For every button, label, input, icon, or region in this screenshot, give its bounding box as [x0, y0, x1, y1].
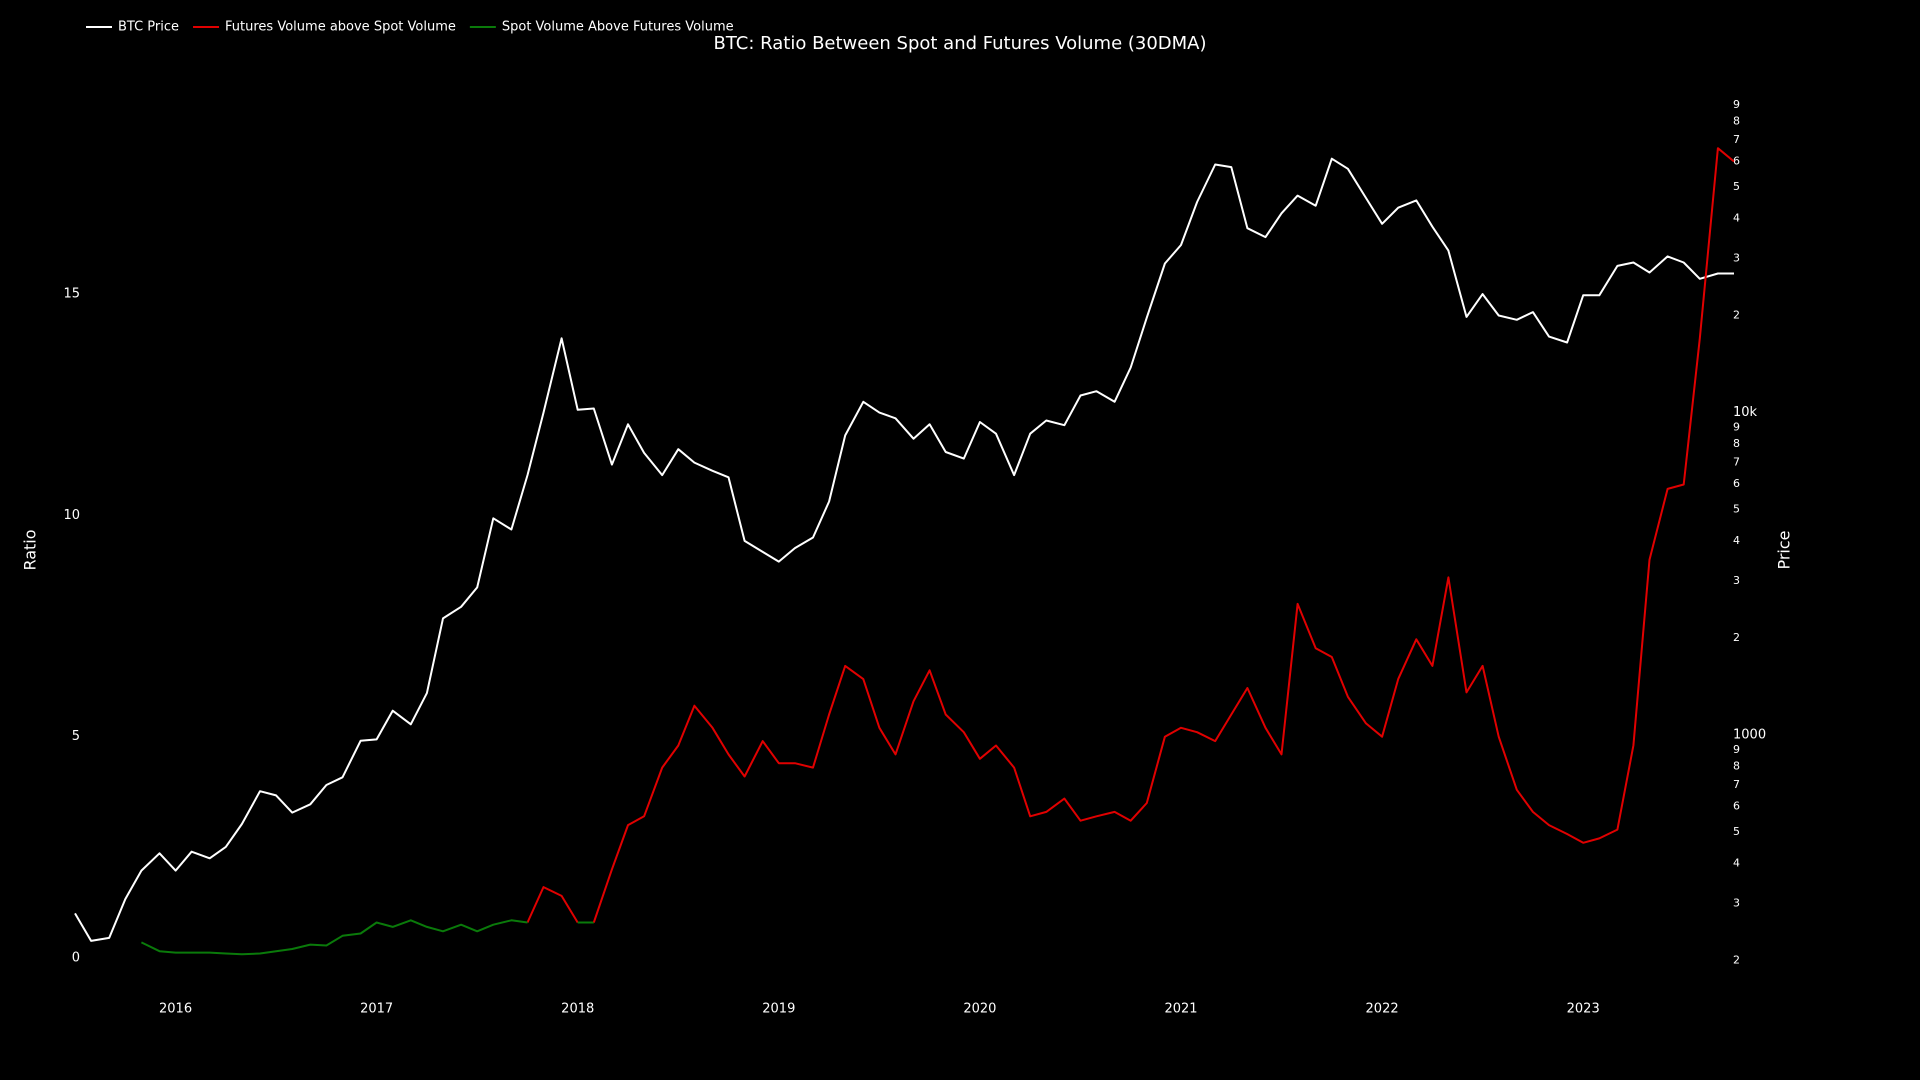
- y2-tick-label: 10k: [1733, 405, 1758, 420]
- y2-tick-label: 5: [1733, 180, 1740, 193]
- y2-tick-label: 2: [1733, 309, 1740, 322]
- y2-tick-label: 2: [1733, 953, 1740, 966]
- y2-axis-label: Price: [1775, 530, 1794, 569]
- y2-tick-label: 5: [1733, 825, 1740, 838]
- y2-tick-label: 3: [1733, 897, 1740, 910]
- y2-tick-label: 3: [1733, 574, 1740, 587]
- y2-tick-label: 9: [1733, 743, 1740, 756]
- y2-tick-label: 5: [1733, 503, 1740, 516]
- y2-tick-label: 8: [1733, 437, 1740, 450]
- y2-tick-label: 8: [1733, 759, 1740, 772]
- x-tick-label: 2022: [1366, 1002, 1399, 1017]
- series-line: [526, 886, 579, 924]
- y-tick-label: 0: [72, 950, 80, 965]
- y-tick-label: 15: [63, 287, 80, 302]
- x-tick-label: 2019: [762, 1002, 795, 1017]
- x-tick-label: 2016: [159, 1002, 192, 1017]
- series-line: [140, 919, 594, 956]
- x-tick-label: 2023: [1567, 1002, 1600, 1017]
- x-tick-label: 2020: [963, 1002, 996, 1017]
- legend-label: BTC Price: [118, 20, 179, 35]
- chart-title: BTC: Ratio Between Spot and Futures Volu…: [713, 33, 1206, 54]
- y2-tick-label: 7: [1733, 456, 1740, 469]
- y2-tick-label: 6: [1733, 800, 1740, 813]
- y2-tick-label: 2: [1733, 631, 1740, 644]
- y2-tick-label: 9: [1733, 420, 1740, 433]
- legend-label: Futures Volume above Spot Volume: [225, 20, 456, 35]
- y2-tick-label: 4: [1733, 211, 1740, 224]
- y2-tick-label: 7: [1733, 778, 1740, 791]
- y2-tick-label: 4: [1733, 856, 1740, 869]
- y2-tick-label: 7: [1733, 133, 1740, 146]
- y-tick-label: 10: [63, 508, 80, 523]
- y2-tick-label: 6: [1733, 477, 1740, 490]
- y2-tick-label: 3: [1733, 252, 1740, 265]
- y2-tick-label: 4: [1733, 534, 1740, 547]
- series-line: [74, 157, 1734, 942]
- y-axis-label: Ratio: [21, 529, 40, 570]
- series-line: [592, 147, 1735, 923]
- x-tick-label: 2018: [561, 1002, 594, 1017]
- x-tick-label: 2021: [1164, 1002, 1197, 1017]
- y2-tick-label: 9: [1733, 98, 1740, 111]
- y2-tick-label: 1000: [1733, 728, 1766, 743]
- y2-tick-label: 6: [1733, 155, 1740, 168]
- legend-label: Spot Volume Above Futures Volume: [502, 20, 734, 35]
- x-tick-label: 2017: [360, 1002, 393, 1017]
- y-tick-label: 5: [72, 729, 80, 744]
- y2-tick-label: 8: [1733, 114, 1740, 127]
